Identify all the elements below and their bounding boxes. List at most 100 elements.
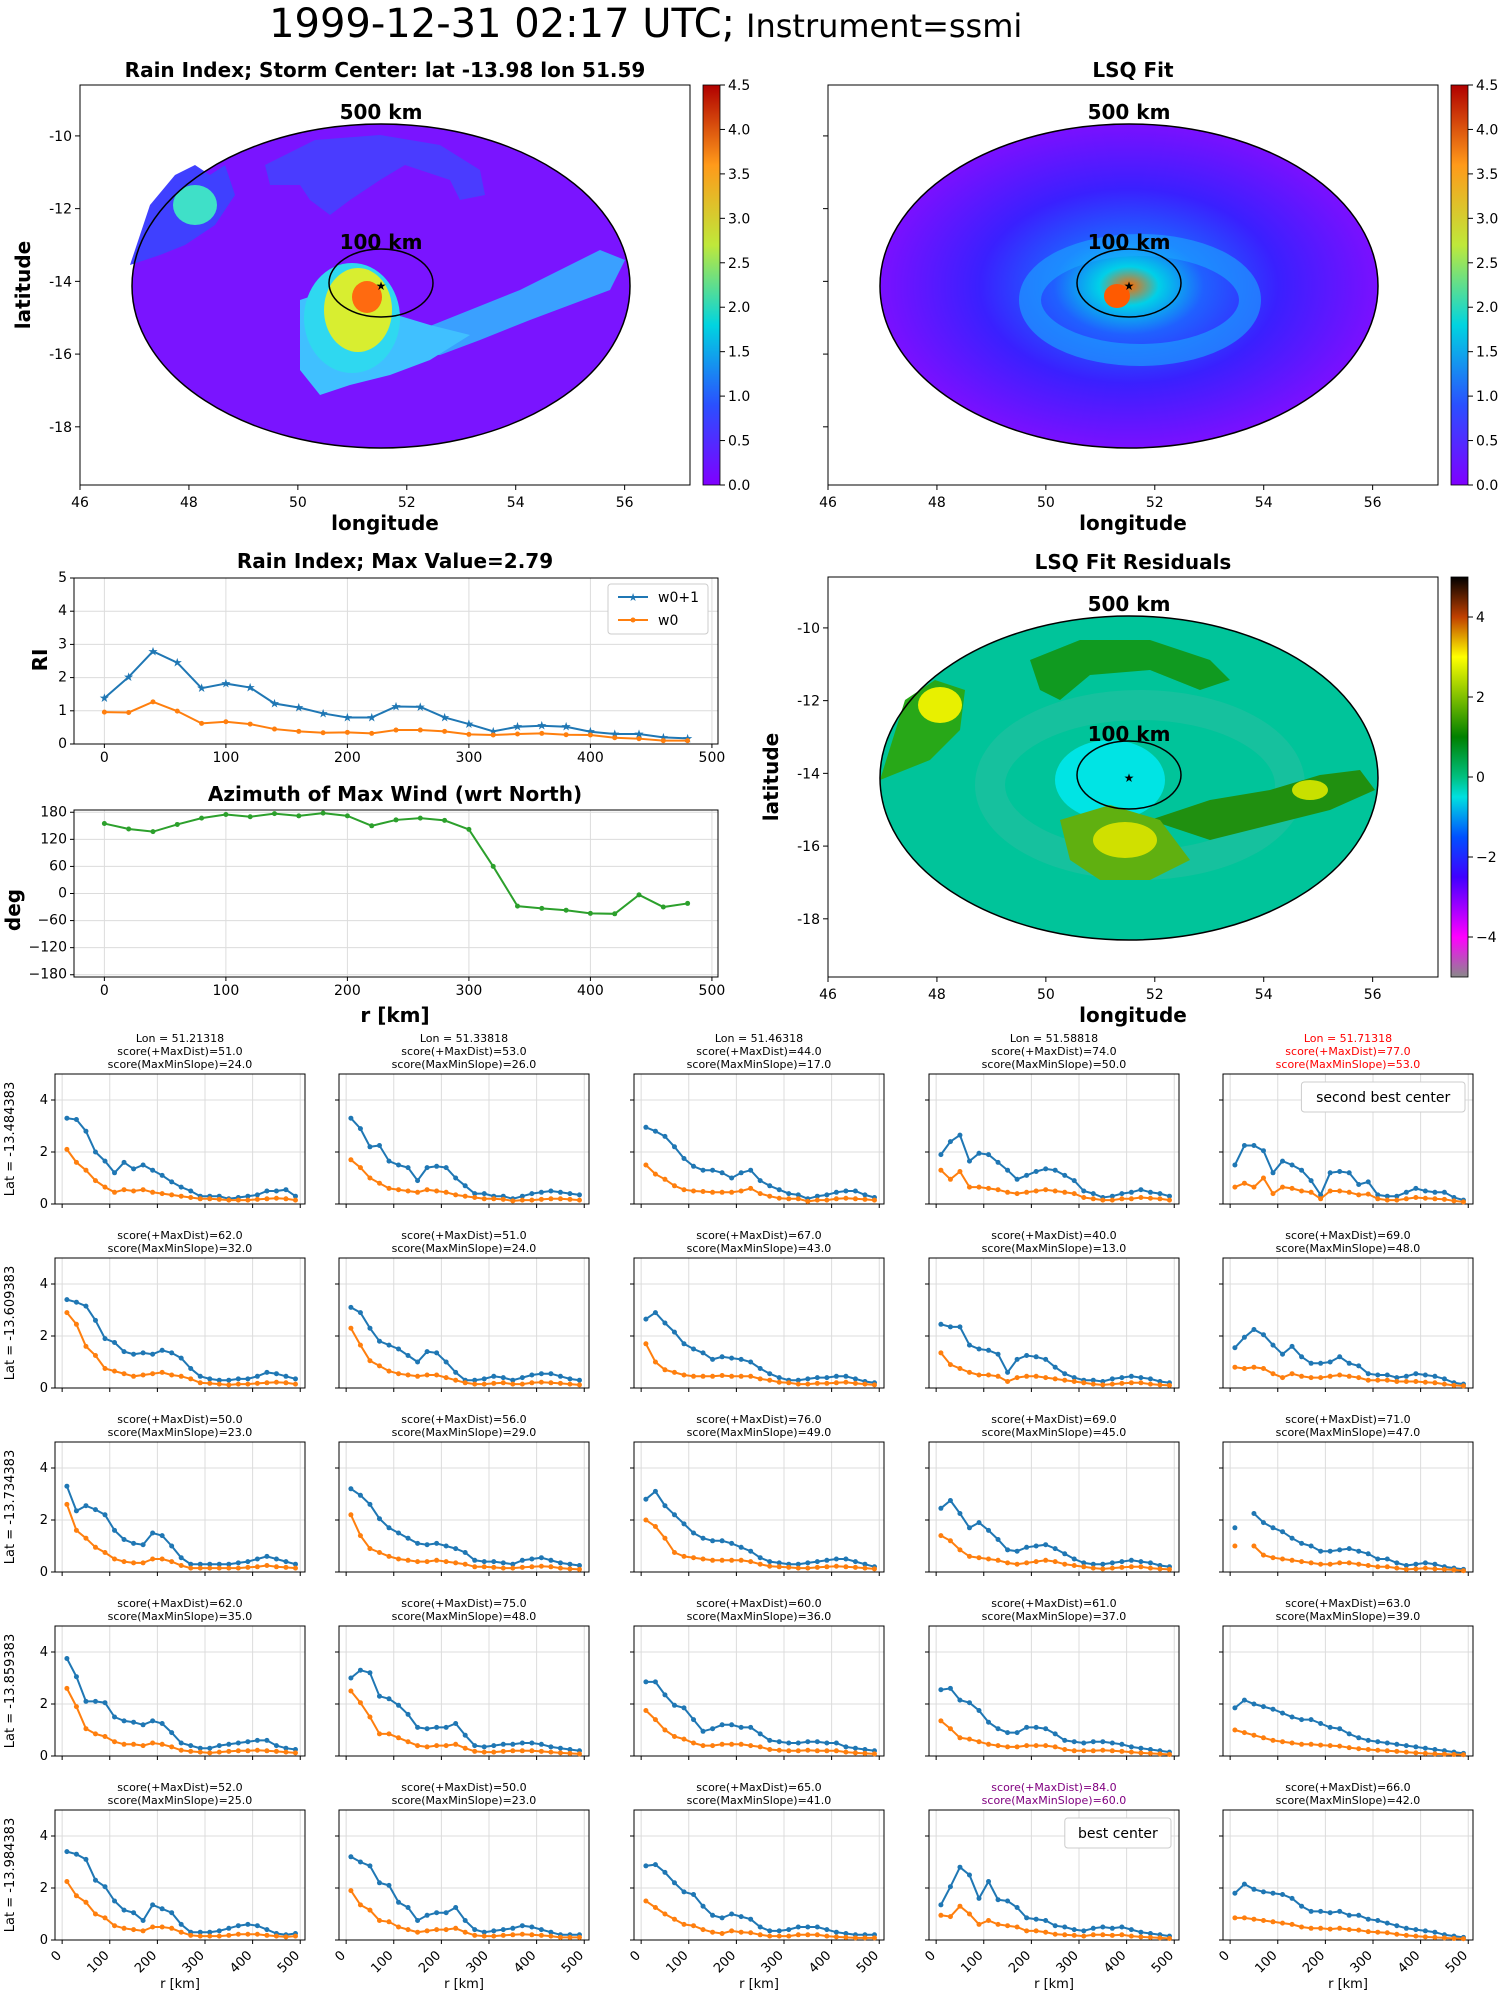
x-tick-label: 52: [1146, 495, 1164, 511]
w0p1-series-point: [1337, 1547, 1343, 1553]
w0-series-point: [729, 1373, 735, 1379]
w0-series-point: [376, 1918, 382, 1923]
w0p1-series-point: [1109, 1193, 1115, 1199]
w0p1-series-point: [169, 1910, 175, 1916]
w0-series-point: [947, 1726, 953, 1732]
lsq-storm-center-star-icon: ★: [1124, 279, 1135, 293]
w0p1-series-point: [557, 1373, 563, 1379]
w0p1-series-point: [1356, 1912, 1362, 1918]
w0p1-series-point: [216, 1928, 222, 1934]
w0p1-series-point: [1138, 1745, 1144, 1751]
w0p1-series-point: [178, 1184, 184, 1190]
w0-series-point: [112, 1556, 118, 1562]
rain-index-legend: ★ w0+1 w0: [607, 583, 709, 635]
w0-series-point: [101, 709, 107, 715]
w0-series-point: [681, 1372, 687, 1378]
w0-series-point: [102, 1366, 108, 1371]
x-tick-label: 200: [416, 1948, 444, 1976]
w0p1-series-point: [947, 1685, 953, 1691]
x-tick-label: 56: [1364, 495, 1382, 511]
w0-series-point: [748, 1930, 754, 1936]
w0p1-series-point: [843, 1744, 849, 1750]
y-tick-label: −120: [29, 940, 67, 956]
w0p1-series-point: [738, 1356, 744, 1362]
w0-series-point: [1394, 1197, 1400, 1203]
w0p1-series-point: [1071, 1375, 1077, 1381]
w0p1-series-point: [64, 1483, 70, 1489]
w0p1-series-point: [1270, 1342, 1276, 1348]
w0-series-point: [235, 1931, 241, 1937]
w0p1-series-point: [738, 1914, 744, 1920]
w0-series-point: [700, 1373, 706, 1379]
w0-series-point: [767, 1747, 773, 1752]
w0-series-point: [1432, 1751, 1438, 1757]
w0-series-point: [112, 1739, 118, 1745]
x-tick-label: 46: [819, 495, 837, 511]
w0-series-point: [519, 1931, 525, 1937]
x-tick-label: 200: [132, 1948, 160, 1976]
w0p1-series-point: [1356, 1182, 1362, 1187]
w0-series-point: [443, 1559, 449, 1565]
w0p1-series-point: [957, 1324, 963, 1330]
w0p1-series-point: [472, 1927, 478, 1933]
w0-series-point: [643, 1341, 649, 1347]
w0-series-point: [207, 1750, 213, 1756]
colorbar-tick-label: 4.5: [1476, 78, 1498, 94]
grid-panel-lon-label: Lon = 51.71318: [1304, 1032, 1392, 1045]
residuals-south-peak: [1093, 822, 1157, 858]
x-tick-label: 100: [368, 1948, 396, 1976]
w0p1-series-point: [1356, 1363, 1362, 1369]
w0p1-series-point: [1308, 1908, 1314, 1914]
w0-series-point: [938, 1718, 944, 1724]
w0-series-point: [434, 1188, 440, 1194]
w0-series-point: [1403, 1196, 1409, 1202]
w0p1-series-point: [491, 1928, 497, 1934]
w0p1-series-line: [940, 1133, 1170, 1199]
x-tick-label: 100: [213, 750, 240, 766]
w0p1-series-point: [1413, 1561, 1419, 1567]
azimuth-series-point: [393, 817, 399, 823]
w0p1-series-point: [814, 1375, 820, 1381]
w0p1-series-point: [367, 1325, 373, 1331]
w0p1-series-point: [1299, 1354, 1305, 1360]
w0p1-series-point: [1289, 1895, 1295, 1901]
w0-series-point: [1260, 1918, 1266, 1923]
w0-series-point: [1024, 1189, 1030, 1195]
w0p1-series-point: [1308, 1178, 1314, 1184]
plot-frame: [54, 1625, 306, 1757]
w0p1-series-point: [652, 1310, 658, 1316]
w0-series-point: [871, 1382, 877, 1388]
w0p1-series-line: [645, 1863, 875, 1936]
w0-series-point: [140, 1560, 146, 1566]
w0p1-series-point: [1432, 1373, 1438, 1379]
w0-series-point: [393, 727, 399, 733]
w0-series-point: [197, 1749, 203, 1755]
grid-panel-score-maxdist: score(+MaxDist)=84.0: [991, 1781, 1116, 1794]
plot-frame: [1222, 1625, 1474, 1757]
w0-series-point: [150, 1740, 156, 1746]
w0-series-point: [539, 730, 545, 736]
w0-series-point: [376, 1180, 382, 1186]
w0-series-point: [719, 1741, 725, 1747]
y-tick-label: 2: [58, 670, 67, 686]
w0p1-series-point: [462, 1183, 468, 1189]
w0p1-series-point: [1327, 1170, 1333, 1176]
w0-series-point: [662, 1727, 668, 1733]
w0p1-series-point: [415, 1918, 421, 1923]
w0-series-point: [1090, 1748, 1096, 1754]
w0p1-series-point: [197, 1929, 203, 1935]
colorbar-tick-label: 4: [1476, 610, 1485, 626]
w0p1-series-point: [862, 1561, 868, 1567]
w0p1-series-point: [159, 1533, 165, 1539]
w0p1-series-point: [776, 1187, 782, 1193]
w0-series-point: [557, 1196, 563, 1202]
w0-series-point: [64, 1501, 70, 1507]
w0-series-point: [481, 1933, 487, 1939]
w0p1-series-point: [376, 1693, 382, 1699]
w0-series-point: [529, 1932, 535, 1938]
w0-series-point: [424, 1559, 430, 1565]
azimuth-series-point: [539, 905, 545, 911]
x-tick-label: 0: [333, 1948, 349, 1964]
w0-series-point: [443, 1927, 449, 1933]
w0-series-point: [292, 1381, 298, 1387]
